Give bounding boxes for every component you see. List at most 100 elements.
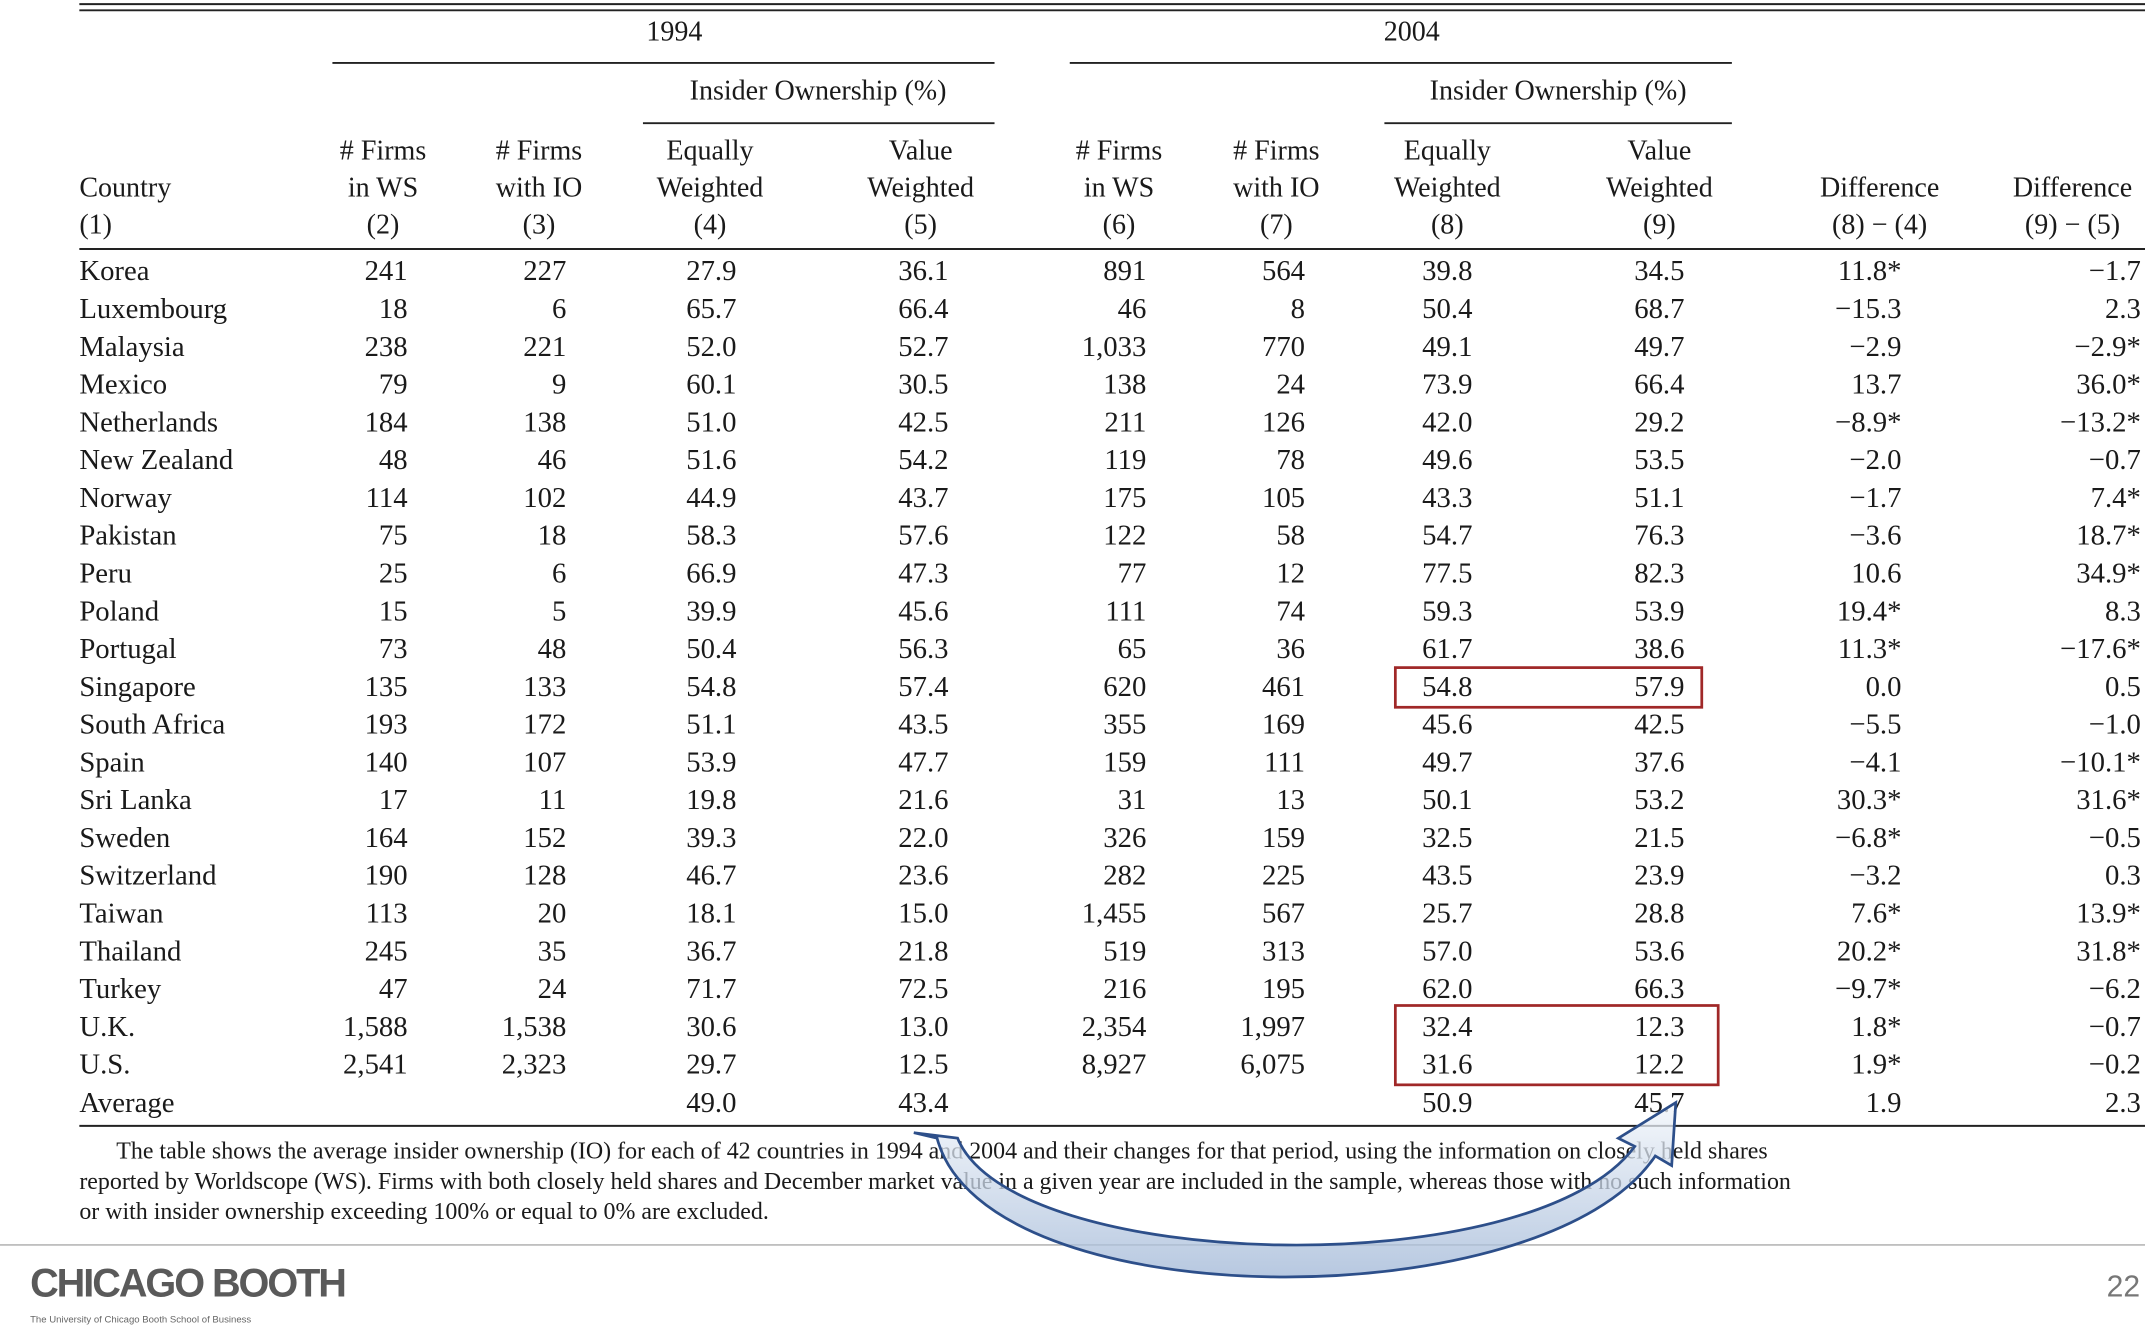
row-label: Singapore bbox=[79, 671, 195, 703]
column-header: (5) bbox=[904, 210, 937, 241]
cell: 73 bbox=[379, 633, 408, 665]
cell: −9.7* bbox=[1835, 973, 1901, 1005]
cell: 21.5 bbox=[1634, 822, 1684, 854]
column-header: (2) bbox=[367, 210, 400, 241]
cell: 6 bbox=[552, 293, 566, 325]
cell: 48 bbox=[379, 444, 408, 476]
cell: 159 bbox=[1103, 746, 1146, 778]
cell: 57.4 bbox=[898, 671, 948, 703]
cell: 221 bbox=[523, 331, 566, 363]
cell: 113 bbox=[366, 898, 408, 930]
cell: 169 bbox=[1262, 709, 1305, 741]
cell: 7.6* bbox=[1851, 898, 1901, 930]
cell: 30.6 bbox=[686, 1011, 736, 1043]
cell: 28.8 bbox=[1634, 898, 1684, 930]
column-header: Equally bbox=[666, 136, 753, 167]
cell: 8,927 bbox=[1082, 1049, 1147, 1081]
cell: −1.7 bbox=[1849, 482, 1901, 514]
cell: 77.5 bbox=[1422, 557, 1472, 589]
cell: −13.2* bbox=[2060, 406, 2141, 438]
row-label: Netherlands bbox=[79, 406, 218, 438]
cell: 13.0 bbox=[898, 1011, 948, 1043]
row-label: New Zealand bbox=[79, 444, 234, 476]
column-header: Weighted bbox=[657, 173, 764, 204]
cell: 49.7 bbox=[1634, 331, 1684, 363]
cell: 50.9 bbox=[1422, 1087, 1472, 1119]
cell: 20.2* bbox=[1837, 935, 1902, 967]
cell: 6 bbox=[552, 557, 566, 589]
row-label: Luxembourg bbox=[79, 293, 227, 325]
row-label: Mexico bbox=[79, 369, 167, 401]
cell: 119 bbox=[1104, 444, 1146, 476]
cell: 31 bbox=[1118, 784, 1147, 816]
cell: 36.7 bbox=[686, 935, 736, 967]
cell: 19.8 bbox=[686, 784, 736, 816]
cell: −3.6 bbox=[1849, 520, 1901, 552]
cell: 2.3 bbox=[2105, 293, 2141, 325]
cell: 23.6 bbox=[898, 860, 948, 892]
cell: 159 bbox=[1262, 822, 1305, 854]
cell: 211 bbox=[1104, 406, 1146, 438]
column-header: with IO bbox=[1233, 173, 1319, 204]
cell: 31.6* bbox=[2076, 784, 2141, 816]
cell: 74 bbox=[1276, 595, 1305, 627]
cell: 24 bbox=[538, 973, 567, 1005]
subgroup-header: Insider Ownership (%) bbox=[690, 75, 947, 106]
cell: 34.9* bbox=[2076, 557, 2141, 589]
cell: 36 bbox=[1276, 633, 1305, 665]
cell: 23.9 bbox=[1634, 860, 1684, 892]
cell: 51.6 bbox=[686, 444, 736, 476]
cell: 12 bbox=[1276, 557, 1305, 589]
school-name: The University of Chicago Booth School o… bbox=[30, 1315, 251, 1326]
cell: −6.2 bbox=[2089, 973, 2141, 1005]
cell: 105 bbox=[1262, 482, 1305, 514]
cell: 49.7 bbox=[1422, 746, 1472, 778]
row-label: Peru bbox=[79, 557, 132, 589]
cell: 52.7 bbox=[898, 331, 948, 363]
cell: 245 bbox=[365, 935, 408, 967]
cell: 68.7 bbox=[1634, 293, 1684, 325]
cell: 47 bbox=[379, 973, 408, 1005]
cell: 2,354 bbox=[1082, 1011, 1147, 1043]
column-header: (6) bbox=[1103, 210, 1136, 241]
cell: 71.7 bbox=[686, 973, 736, 1005]
cell: 66.4 bbox=[1634, 369, 1684, 401]
cell: 2.3 bbox=[2105, 1087, 2141, 1119]
cell: 57.6 bbox=[898, 520, 948, 552]
cell: −2.9 bbox=[1849, 331, 1901, 363]
cell: 57.9 bbox=[1634, 671, 1684, 703]
column-header: Value bbox=[1627, 136, 1691, 167]
row-label: South Africa bbox=[79, 709, 225, 741]
cell: 59.3 bbox=[1422, 595, 1472, 627]
cell: 107 bbox=[523, 746, 566, 778]
cell: 1,538 bbox=[502, 1011, 567, 1043]
cell: −4.1 bbox=[1849, 746, 1901, 778]
cell: −10.1* bbox=[2060, 746, 2141, 778]
cell: 175 bbox=[1103, 482, 1146, 514]
cell: 25.7 bbox=[1422, 898, 1472, 930]
row-label: Norway bbox=[79, 482, 172, 514]
cell: 37.6 bbox=[1634, 746, 1684, 778]
cell: 72.5 bbox=[898, 973, 948, 1005]
cell: 8 bbox=[1291, 293, 1305, 325]
row-label: Average bbox=[79, 1087, 174, 1119]
cell: 47.7 bbox=[898, 746, 948, 778]
cell: 18 bbox=[379, 293, 408, 325]
cell: 225 bbox=[1262, 860, 1305, 892]
column-header: in WS bbox=[348, 173, 418, 204]
cell: 18.1 bbox=[686, 898, 736, 930]
cell: 15 bbox=[379, 595, 408, 627]
cell: 54.8 bbox=[1422, 671, 1472, 703]
cell: 42.0 bbox=[1422, 406, 1472, 438]
cell: 73.9 bbox=[1422, 369, 1472, 401]
cell: 22.0 bbox=[898, 822, 948, 854]
cell: 133 bbox=[523, 671, 566, 703]
cell: 18 bbox=[538, 520, 567, 552]
cell: 50.4 bbox=[1422, 293, 1472, 325]
column-header: (1) bbox=[79, 210, 112, 241]
cell: 39.8 bbox=[1422, 255, 1472, 287]
cell: 31.6 bbox=[1422, 1049, 1472, 1081]
cell: 51.1 bbox=[686, 709, 736, 741]
